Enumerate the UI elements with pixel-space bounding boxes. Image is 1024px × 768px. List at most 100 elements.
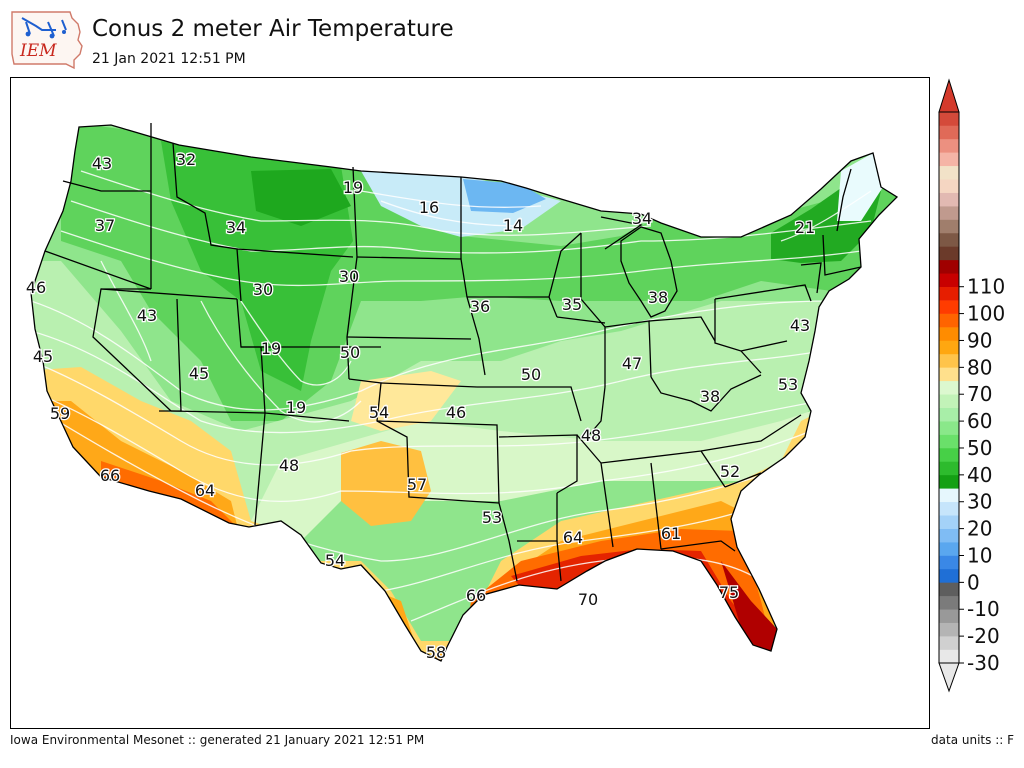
temperature-label: 30 — [253, 280, 273, 299]
temperature-label: 52 — [720, 462, 740, 481]
colorbar-bin — [939, 528, 959, 543]
temperature-label: 35 — [562, 295, 582, 314]
temperature-label: 43 — [137, 306, 157, 325]
colorbar-bin — [939, 501, 959, 516]
colorbar-bin — [939, 555, 959, 570]
conus-temperature-map: 43 32 19 16 14 34 21 37 34 30 30 36 35 38 46 43 43 45 19 50… — [25, 123, 898, 664]
map-frame: 43 32 19 16 14 34 21 37 34 30 30 36 35 38 46 43 43 45 19 50… — [10, 77, 930, 729]
colorbar-bin — [939, 461, 959, 476]
colorbar-bin — [939, 112, 959, 126]
temperature-label: 57 — [407, 475, 427, 494]
colorbar-bin — [939, 353, 959, 368]
colorbar-bin — [939, 192, 959, 207]
colorbar-tick-label: -20 — [967, 624, 1000, 648]
temperature-label: 66 — [100, 466, 120, 485]
colorbar-bin — [939, 286, 959, 301]
colorbar-tick-label: -30 — [967, 651, 1000, 675]
colorbar-bin — [939, 259, 959, 274]
colorbar-bin — [939, 367, 959, 382]
temperature-label: 59 — [50, 404, 70, 423]
temperature-label: 36 — [470, 297, 490, 316]
colorbar-bin — [939, 609, 959, 623]
temperature-label: 19 — [261, 339, 281, 358]
colorbar-bin — [939, 246, 959, 261]
temperature-label: 43 — [790, 316, 810, 335]
temperature-label: 53 — [482, 508, 502, 527]
colorbar-bin — [939, 232, 959, 247]
colorbar-bin — [939, 206, 959, 220]
colorbar-bin — [939, 542, 959, 556]
colorbar-tick-label: 60 — [967, 409, 992, 433]
colorbar-extend-high — [938, 78, 960, 113]
colorbar-bin — [939, 407, 959, 422]
temperature-label: 61 — [661, 524, 681, 543]
temperature-label: 37 — [95, 216, 115, 235]
temperature-label: 38 — [700, 387, 720, 406]
colorbar-bin — [939, 595, 959, 610]
colorbar-extend-low — [938, 662, 960, 693]
colorbar-tick-label: 40 — [967, 463, 992, 487]
colorbar-tick-label: 110 — [967, 275, 1005, 299]
colorbar-bin — [939, 340, 959, 355]
colorbar-bin — [939, 636, 959, 650]
temperature-label: 45 — [33, 347, 53, 366]
logo-text: IEM — [19, 41, 57, 61]
temperature-label: 34 — [632, 209, 652, 228]
colorbar-bin — [939, 622, 959, 637]
temperature-label: 54 — [325, 551, 345, 570]
colorbar-bin — [939, 394, 959, 408]
temperature-label: 50 — [521, 365, 541, 384]
colorbar-outline — [938, 111, 960, 664]
footer-units: data units :: F — [931, 733, 1014, 747]
temperature-label: 64 — [563, 528, 583, 547]
temp-fill-50s-colorado — [351, 371, 461, 431]
colorbar-tick-label: 100 — [967, 302, 1005, 326]
iem-logo: IEM — [11, 11, 83, 70]
footer-attribution: Iowa Environmental Mesonet :: generated … — [10, 733, 425, 747]
colorbar-bin — [939, 447, 959, 462]
temperature-label: 32 — [176, 150, 196, 169]
temperature-label: 54 — [369, 403, 389, 422]
colorbar-bin — [939, 179, 959, 193]
temperature-label: 48 — [279, 456, 299, 475]
colorbar-bin — [939, 421, 959, 435]
colorbar-bin — [939, 152, 959, 167]
colorbar-tick-label: 80 — [967, 355, 992, 379]
colorbar-tick-label: 10 — [967, 543, 992, 567]
temperature-label: 58 — [426, 643, 446, 662]
temperature-label: 38 — [648, 288, 668, 307]
temperature-label: 21 — [795, 218, 815, 237]
colorbar-bin — [939, 380, 959, 395]
colorbar-bin — [939, 568, 959, 583]
temperature-label: 34 — [226, 218, 246, 237]
temperature-value-labels: 43 32 19 16 14 34 21 37 34 30 30 36 35 38 46 43 43 45 19 50… — [25, 149, 817, 664]
temperature-label: 16 — [419, 198, 439, 217]
temperature-label: 19 — [286, 398, 306, 417]
temperature-label: 64 — [195, 481, 215, 500]
isotherm-lines — [31, 170, 872, 622]
colorbar-tick-label: 50 — [967, 436, 992, 460]
colorbar-bin — [939, 649, 959, 664]
state-borders — [30, 123, 898, 662]
temperature-label: 66 — [466, 586, 486, 605]
colorbar-bin — [939, 488, 959, 503]
temperature-label: 47 — [622, 354, 642, 373]
colorbar-tick-label: 30 — [967, 490, 992, 514]
colorbar-tick-label: 20 — [967, 517, 992, 541]
colorbar-bin — [939, 300, 959, 314]
temperature-label: 48 — [581, 426, 601, 445]
page-title: Conus 2 meter Air Temperature — [92, 16, 454, 42]
temperature-label: 70 — [578, 590, 598, 609]
temperature-label: 45 — [189, 364, 209, 383]
valid-time-subtitle: 21 Jan 2021 12:51 PM — [92, 51, 246, 67]
temperature-label: 14 — [503, 216, 523, 235]
colorbar-bin — [939, 125, 959, 140]
temp-fill-75-plus — [721, 561, 777, 651]
temperature-label: 30 — [339, 267, 359, 286]
colorbar-bin — [939, 327, 959, 341]
colorbar-tick-label: -10 — [967, 597, 1000, 621]
temp-fill-west-texas-bulge — [341, 441, 431, 526]
colorbar-bin — [939, 165, 959, 180]
colorbar-tick-label: 70 — [967, 382, 992, 406]
